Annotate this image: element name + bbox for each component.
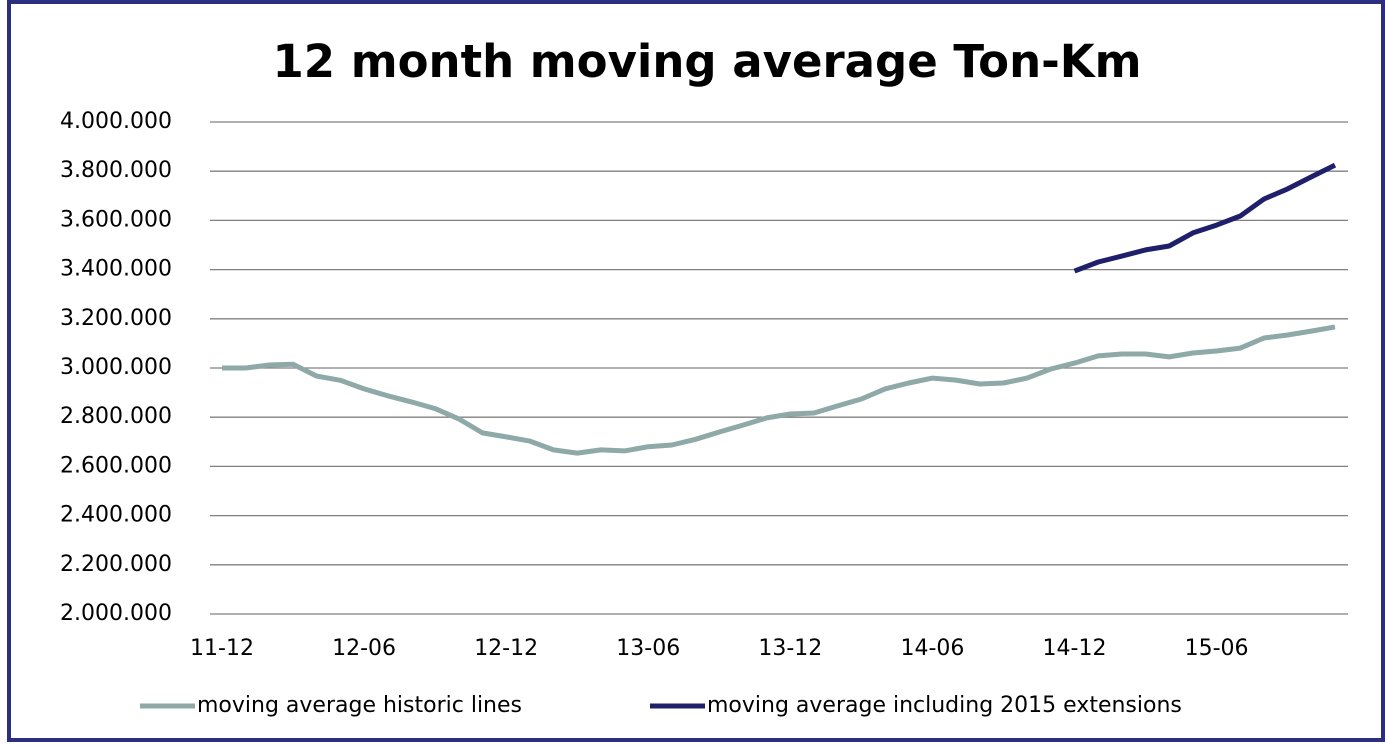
y-tick-label: 2.400.000	[60, 503, 172, 528]
x-tick-label: 12-12	[474, 636, 538, 661]
chart-title: 12 month moving average Ton-Km	[272, 35, 1141, 88]
legend-label: moving average including 2015 extensions	[707, 693, 1182, 718]
series-line	[1073, 162, 1337, 274]
x-tick-label: 14-06	[900, 636, 964, 661]
x-tick-label: 12-06	[332, 636, 396, 661]
x-tick-label: 13-06	[616, 636, 680, 661]
legend-label: moving average historic lines	[197, 693, 522, 718]
y-tick-label: 3.800.000	[60, 158, 172, 183]
y-tick-label: 2.000.000	[60, 601, 172, 626]
y-tick-label: 3.600.000	[60, 207, 172, 232]
y-tick-label: 3.200.000	[60, 306, 172, 331]
x-tick-label: 13-12	[758, 636, 822, 661]
y-tick-label: 2.600.000	[60, 453, 172, 478]
y-tick-label: 3.000.000	[60, 355, 172, 380]
x-tick-label: 11-12	[190, 636, 254, 661]
y-tick-label: 3.400.000	[60, 257, 172, 282]
frame	[7, 0, 1385, 742]
y-tick-label: 2.800.000	[60, 404, 172, 429]
series-line	[222, 324, 1336, 456]
x-tick-label: 15-06	[1185, 636, 1249, 661]
y-tick-label: 2.200.000	[60, 552, 172, 577]
x-tick-label: 14-12	[1043, 636, 1107, 661]
y-tick-label: 4.000.000	[60, 109, 172, 134]
